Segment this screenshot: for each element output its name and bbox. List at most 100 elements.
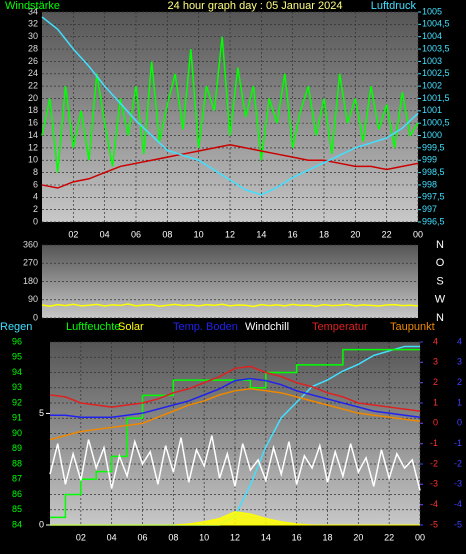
y-tick-label: 92 [12,397,22,407]
x-tick-label: 00 [415,532,425,542]
x-tick-label: 00 [413,229,423,239]
series-line [41,303,419,308]
legend-label: Taupunkt [390,321,435,333]
y-tick-label: 0 [33,312,38,322]
x-tick-label: 10 [199,532,209,542]
y2-tick-label: 2 [433,377,438,387]
x-tick-label: 22 [382,229,392,239]
x-tick-label: 04 [107,532,117,542]
y2-tick-label: 1000 [422,130,442,140]
y2-tick-label: 1002 [422,80,442,90]
direction-label: O [436,257,445,269]
x-tick-label: 12 [225,229,235,239]
series-line [49,435,421,491]
y4-tick-label: 4 [457,336,462,346]
y2-tick-label: 998,5 [422,167,445,177]
y-tick-label: 34 [28,6,38,16]
x-tick-label: 06 [137,532,147,542]
y2-tick-label: 1001,5 [422,93,450,103]
y-tick-label: 180 [23,276,38,286]
series-line [49,365,421,412]
y2-tick-label: 1002,5 [422,68,450,78]
x-tick-label: 20 [350,229,360,239]
direction-label: S [436,275,443,287]
series-line [41,36,419,173]
y-tick-label: 2 [33,204,38,214]
x-tick-label: 10 [194,229,204,239]
y-tick-label: 30 [28,31,38,41]
x-tick-label: 12 [230,532,240,542]
y2-tick-label: 1004,5 [422,19,450,29]
legend-label: Windstärke [5,0,60,12]
y2-tick-label: 1003,5 [422,43,450,53]
x-tick-label: 16 [288,229,298,239]
y4-tick-label: -1 [454,438,462,448]
y4-tick-label: 2 [457,377,462,387]
y-tick-label: 85 [12,504,22,514]
series-line [41,16,419,196]
y2-tick-label: 0 [433,418,438,428]
direction-label: N [436,312,444,324]
y2-tick-label: -4 [430,499,438,509]
y-tick-label: 89 [12,443,22,453]
y-tick-label: 4 [33,192,38,202]
y-tick-label: 16 [28,118,38,128]
y4-tick-label: 0 [457,418,462,428]
y-tick-label: 0 [33,216,38,226]
y2-tick-label: -3 [430,479,438,489]
y-tick-label: 95 [12,352,22,362]
legend-label: Temperatur [312,321,368,333]
y-tick-label: 87 [12,474,22,484]
y-tick-label: 22 [28,80,38,90]
y-tick-label: 6 [33,179,38,189]
y-tick-label: 14 [28,130,38,140]
x-tick-label: 08 [168,532,178,542]
legend-label: Regen [0,321,32,333]
y-tick-label: 32 [28,19,38,29]
y2-tick-label: -5 [430,519,438,529]
direction-label: N [436,239,444,251]
series-line [41,144,419,189]
y2-tick-label: 997 [422,204,437,214]
y4-tick-label: 3 [457,357,462,367]
y-tick-label: 26 [28,56,38,66]
y2-tick-label: 4 [433,336,438,346]
area [50,511,420,526]
y-tick-label: 91 [12,413,22,423]
y2-tick-label: 999 [422,155,437,165]
y-tick-label: 96 [12,336,22,346]
y2-tick-label: 1000,5 [422,118,450,128]
y-tick-label: 18 [28,105,38,115]
y-tick-label: 90 [12,428,22,438]
y-tick-label: 28 [28,43,38,53]
y-tick-label: 86 [12,489,22,499]
y2-tick-label: -1 [430,438,438,448]
x-tick-label: 06 [131,229,141,239]
x-tick-label: 16 [292,532,302,542]
x-tick-label: 08 [162,229,172,239]
y-tick-label: 360 [23,239,38,249]
y4-tick-label: -2 [454,458,462,468]
legend-label: Luftfeuchte [66,321,120,333]
y-tick-label: 270 [23,258,38,268]
y2-tick-label: 3 [433,357,438,367]
x-tick-label: 18 [319,229,329,239]
y2-tick-label: -2 [430,458,438,468]
y2-tick-label: 1 [433,397,438,407]
series-line [50,377,421,418]
y4-tick-label: -5 [454,519,462,529]
y2-tick-label: 997,5 [422,192,445,202]
y-tick-label: 10 [28,155,38,165]
y2-tick-label: 1004 [422,31,442,41]
y2-tick-label: 1001 [422,105,442,115]
y2-tick-label: 1003 [422,56,442,66]
y-tick-label: 90 [28,294,38,304]
y3-tick-label: 0 [39,519,44,529]
y-tick-label: 8 [33,167,38,177]
x-tick-label: 14 [261,532,271,542]
x-tick-label: 18 [322,532,332,542]
y2-tick-label: 998 [422,179,437,189]
y-tick-label: 94 [12,367,22,377]
legend-label: Windchill [245,321,289,333]
